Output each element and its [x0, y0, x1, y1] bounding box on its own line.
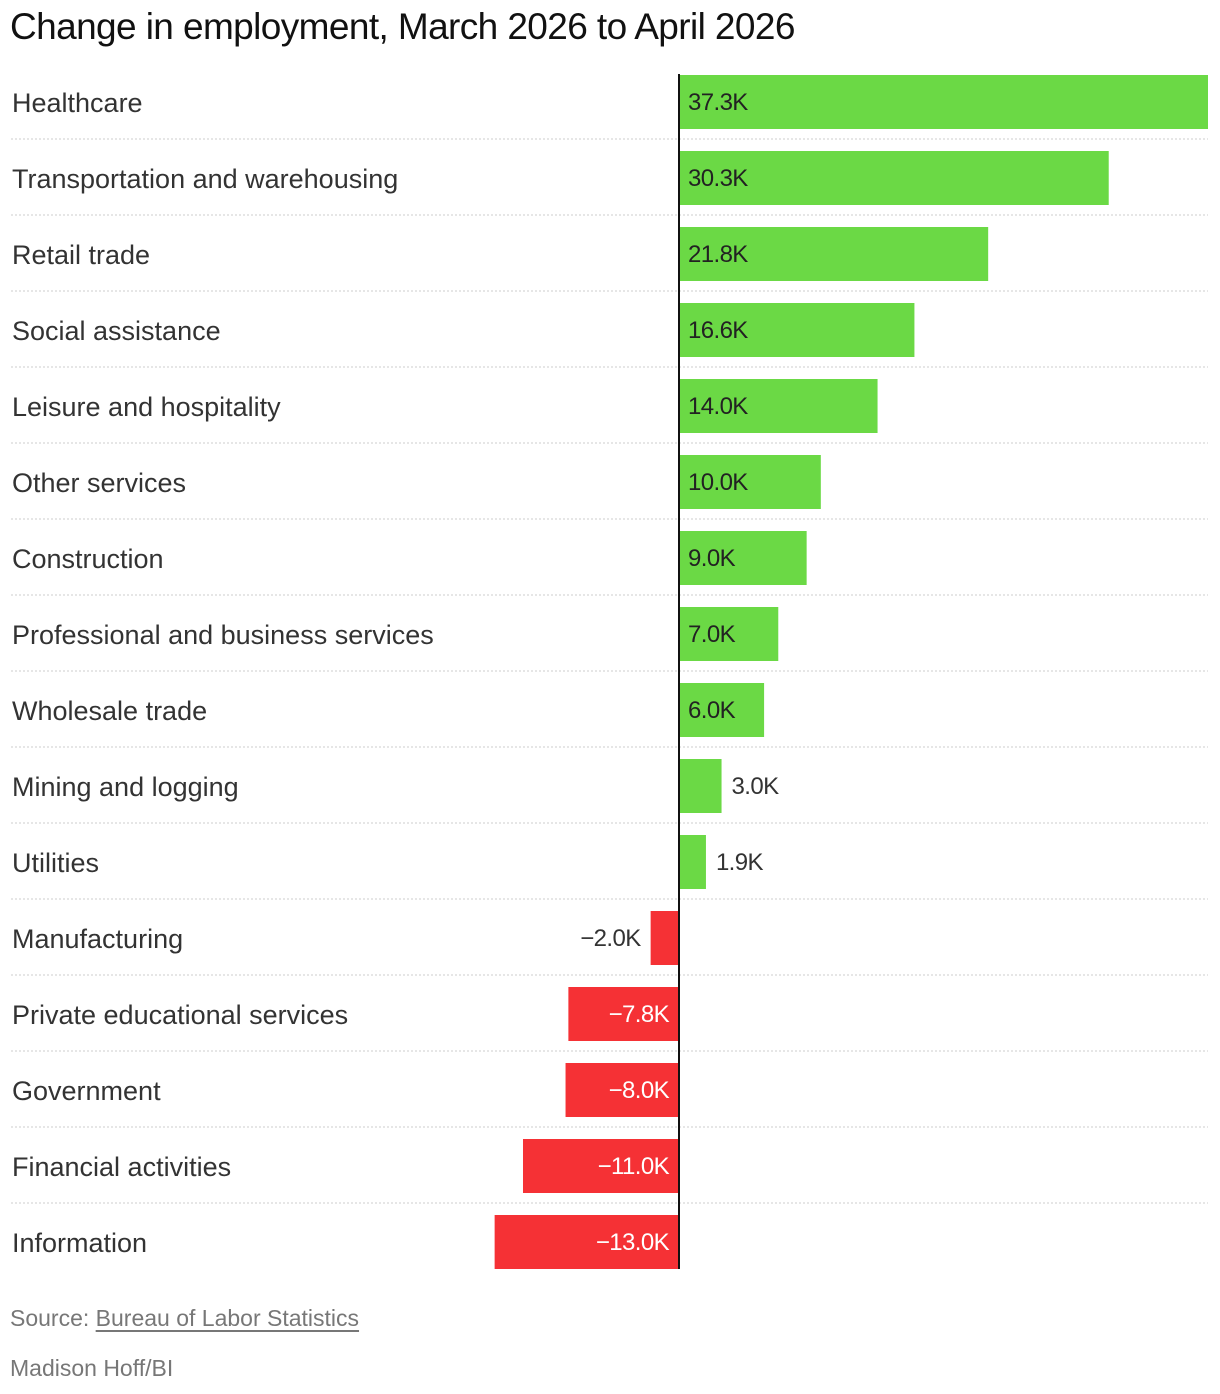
category-label: Social assistance	[12, 316, 221, 346]
bar	[494, 1215, 679, 1269]
category-label: Utilities	[12, 848, 99, 878]
value-label: 37.3K	[688, 89, 748, 116]
bar	[679, 455, 821, 509]
value-label: 7.0K	[688, 621, 736, 648]
chart-title: Change in employment, March 2026 to Apri…	[10, 6, 795, 47]
category-label: Other services	[12, 468, 186, 498]
category-label: Government	[12, 1076, 161, 1106]
value-label: 10.0K	[688, 469, 748, 496]
bar	[522, 1139, 679, 1193]
bar	[679, 151, 1109, 205]
source-link[interactable]: Bureau of Labor Statistics	[95, 1305, 360, 1331]
category-label: Financial activities	[12, 1152, 231, 1182]
category-label: Information	[12, 1228, 147, 1258]
value-label: 30.3K	[688, 165, 748, 192]
category-label: Retail trade	[12, 240, 150, 270]
value-label: −7.8K	[609, 1001, 670, 1028]
bar	[568, 987, 679, 1041]
source-prefix: Source:	[10, 1305, 96, 1331]
value-label: 14.0K	[688, 393, 748, 420]
value-label: 21.8K	[688, 241, 748, 268]
value-label: 9.0K	[688, 545, 736, 572]
value-label: −13.0K	[596, 1229, 670, 1256]
source-note: Source: Bureau of Labor Statistics	[10, 1305, 359, 1332]
category-label: Leisure and hospitality	[12, 392, 281, 422]
bar	[679, 227, 989, 281]
value-label: −11.0K	[598, 1153, 670, 1180]
bar	[650, 911, 679, 965]
category-label: Wholesale trade	[12, 696, 207, 726]
category-label: Professional and business services	[12, 620, 434, 650]
credit-line: Madison Hoff/BI	[10, 1355, 174, 1381]
bar	[679, 759, 722, 813]
category-label: Construction	[12, 544, 164, 574]
bar	[679, 683, 765, 737]
value-label: 6.0K	[688, 697, 736, 724]
bar	[679, 75, 1208, 129]
value-label: −8.0K	[609, 1077, 670, 1104]
bar	[679, 303, 915, 357]
category-label: Manufacturing	[12, 924, 183, 954]
bar	[679, 835, 706, 889]
category-label: Healthcare	[12, 88, 143, 118]
bar	[679, 607, 779, 661]
value-label: 1.9K	[716, 849, 764, 876]
value-label: −2.0K	[580, 925, 641, 952]
bar	[679, 531, 807, 585]
bar-chart: Healthcare 37.3K Transportation and wareho…	[11, 74, 1208, 1269]
category-label: Transportation and warehousing	[12, 164, 398, 194]
value-label: 16.6K	[688, 317, 748, 344]
category-label: Mining and logging	[12, 772, 239, 802]
category-label: Private educational services	[12, 1000, 348, 1030]
bar	[679, 379, 878, 433]
bar	[565, 1063, 679, 1117]
value-label: 3.0K	[732, 773, 780, 800]
